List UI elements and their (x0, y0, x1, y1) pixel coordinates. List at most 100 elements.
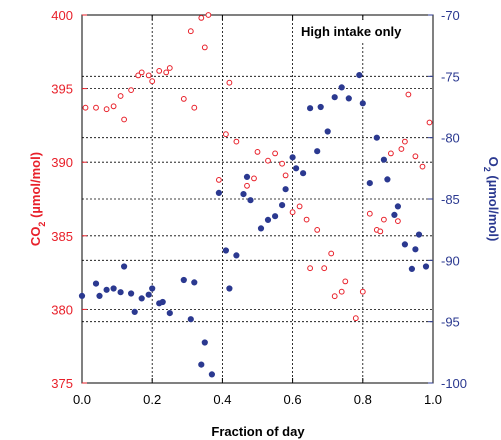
co2-point (82, 104, 89, 111)
y-right-label-units: (µmol/mol) (486, 172, 501, 242)
co2-point (314, 227, 321, 233)
o2-point (166, 309, 173, 317)
tick-label-x: 0.2 (143, 392, 161, 407)
co2-point (103, 106, 110, 113)
o2-point (408, 265, 415, 272)
co2-point (138, 69, 145, 76)
tick-label-y-left: 400 (51, 8, 73, 23)
co2-point (307, 265, 314, 272)
o2-point (117, 289, 124, 296)
tick-label-y-right: -100 (441, 376, 467, 391)
co2-point (321, 265, 328, 272)
co2-point (352, 315, 359, 322)
co2-point (135, 72, 142, 79)
o2-point (282, 186, 289, 193)
o2-point (338, 84, 345, 91)
axis-tick-labels: 0.0 0.2 0.4 0.6 0.8 1.0 375 380 385 390 395 400 -70 -… (51, 8, 467, 407)
o2-point (233, 252, 240, 259)
tick-label-x: 0.6 (284, 392, 302, 407)
o2-point (317, 103, 324, 111)
y-axis-label-left: CO2 (µmol/mol) (28, 152, 47, 246)
o2-point (289, 154, 296, 161)
tick-label-y-left: 375 (51, 376, 73, 391)
co2-point (121, 116, 127, 123)
co2-point (419, 163, 426, 170)
co2-point (93, 104, 99, 111)
co2-point (289, 209, 296, 216)
o2-point (314, 148, 321, 155)
co2-point (156, 68, 163, 74)
tick-label-y-right: -95 (441, 315, 460, 330)
co2-point (359, 288, 366, 295)
co2-point (166, 65, 173, 71)
co2-point (191, 104, 198, 111)
co2-point (303, 216, 310, 223)
co2-point (110, 103, 117, 110)
co2-point (279, 160, 286, 167)
o2-point (359, 100, 366, 107)
co2-point (187, 28, 194, 35)
o2-point (131, 308, 138, 315)
co2-point (405, 91, 412, 98)
o2-point (366, 180, 373, 187)
co2-point (128, 87, 135, 93)
o2-point (180, 276, 187, 284)
axis-ticks (81, 14, 434, 384)
o2-point (201, 339, 208, 346)
x-axis-label: Fraction of day (211, 424, 305, 439)
o2-point (110, 285, 117, 292)
co2-point (180, 96, 187, 102)
o2-point (264, 216, 272, 223)
tick-label-y-left: 395 (51, 82, 73, 97)
co2-point (412, 153, 419, 160)
annotation-background (294, 20, 428, 42)
co2-point (226, 79, 233, 86)
co2-point (381, 216, 387, 223)
tick-label-x: 0.8 (354, 392, 372, 407)
co2-point (296, 203, 303, 210)
co2-point (205, 12, 212, 18)
co2-point (145, 72, 152, 79)
o2-point (391, 211, 398, 218)
o2-point (271, 213, 279, 220)
o2-point (149, 285, 156, 292)
o2-point (208, 371, 215, 378)
y-right-label-sub: 2 (482, 167, 492, 172)
co2-point (395, 218, 401, 225)
co2-point (265, 157, 271, 164)
co2-point (163, 69, 170, 76)
tick-label-y-right: -80 (441, 131, 460, 146)
tick-label-x: 1.0 (424, 392, 442, 407)
o2-point (128, 290, 135, 297)
o2-point (401, 241, 408, 248)
co2-point (426, 119, 433, 126)
o2-point (145, 291, 152, 298)
o2-point (412, 246, 419, 253)
co2-point (398, 146, 405, 152)
co2-point (149, 78, 156, 85)
o2-point (422, 263, 430, 270)
tick-label-y-left: 390 (51, 155, 73, 170)
o2-point (187, 316, 194, 323)
co2-point (328, 250, 335, 257)
tick-label-y-left: 385 (51, 229, 73, 244)
y-left-label-units: (µmol/mol) (28, 152, 43, 222)
co2-point (366, 210, 373, 217)
tick-label-y-right: -70 (441, 8, 460, 23)
o2-point (191, 279, 198, 286)
co2-point (282, 172, 289, 179)
co2-point (244, 182, 250, 189)
co2-point (117, 93, 124, 99)
co2-point (331, 293, 338, 300)
co2-point (272, 150, 279, 157)
y-left-label-sub: 2 (37, 222, 47, 227)
o2-point (215, 189, 222, 196)
co2-point (223, 131, 229, 138)
o2-point (226, 285, 233, 292)
o2-point (292, 165, 300, 172)
o2-point (198, 361, 205, 368)
co2-point (233, 138, 240, 145)
o2-point (103, 286, 110, 293)
co2-point (342, 278, 349, 285)
